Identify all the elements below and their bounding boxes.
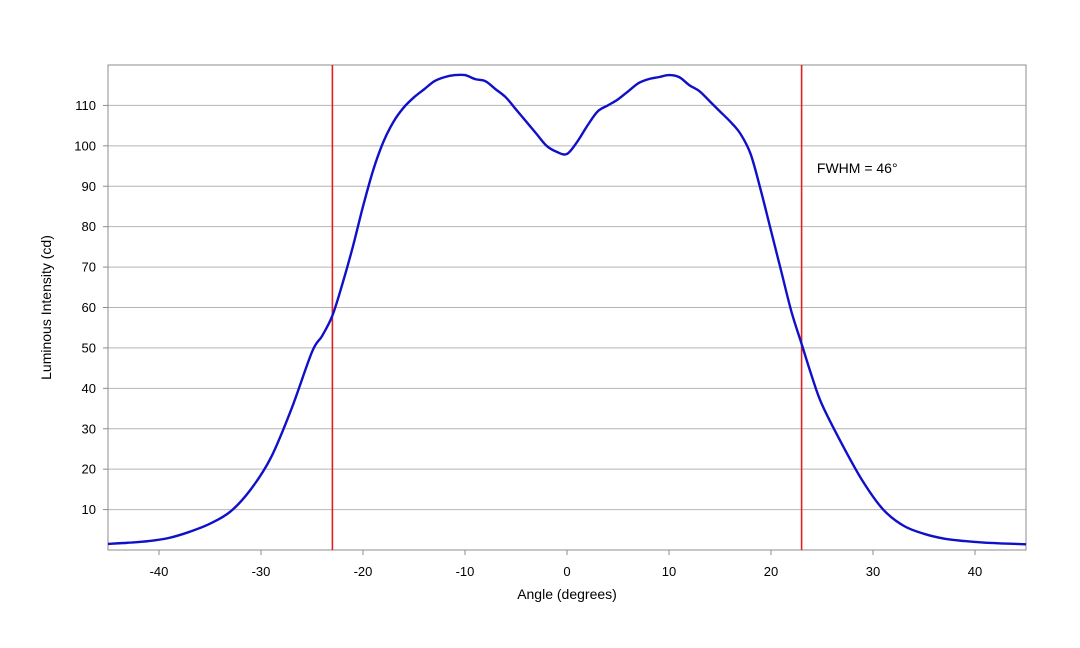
- y-axis-ticks: 10 20 30 40 50 60 70 80 90 100 110: [74, 98, 108, 517]
- x-tick-label-30: 30: [866, 564, 880, 579]
- y-tick-label-70: 70: [82, 260, 96, 275]
- x-tick-label--20: -20: [354, 564, 373, 579]
- y-tick-label-20: 20: [82, 462, 96, 477]
- series-line-0: [107, 73, 1027, 546]
- x-tick-label-20: 20: [764, 564, 778, 579]
- y-tick-label-40: 40: [82, 381, 96, 396]
- x-tick-label-10: 10: [662, 564, 676, 579]
- y-tick-label-110: 110: [75, 98, 96, 113]
- gridlines: [108, 104, 1026, 511]
- series-layer: [107, 73, 1027, 546]
- x-tick-label-0: 0: [563, 564, 570, 579]
- x-axis-ticks: -40 -30 -20 -10 0 10 20 30 40: [150, 550, 982, 579]
- fwhm-annotation: FWHM = 46°: [817, 160, 898, 176]
- x-tick-label--40: -40: [150, 564, 169, 579]
- y-tick-label-60: 60: [82, 300, 96, 315]
- fwhm-lines: [331, 65, 803, 550]
- x-tick-label-40: 40: [968, 564, 982, 579]
- y-tick-label-50: 50: [82, 340, 96, 355]
- y-tick-label-100: 100: [74, 138, 96, 153]
- x-tick-label--30: -30: [252, 564, 271, 579]
- y-axis-label: Luminous Intensity (cd): [38, 235, 54, 380]
- x-tick-label--10: -10: [456, 564, 475, 579]
- x-axis-label: Angle (degrees): [517, 586, 617, 602]
- y-tick-label-10: 10: [82, 502, 96, 517]
- y-tick-label-80: 80: [82, 219, 96, 234]
- y-tick-label-30: 30: [82, 421, 96, 436]
- y-tick-label-90: 90: [82, 179, 96, 194]
